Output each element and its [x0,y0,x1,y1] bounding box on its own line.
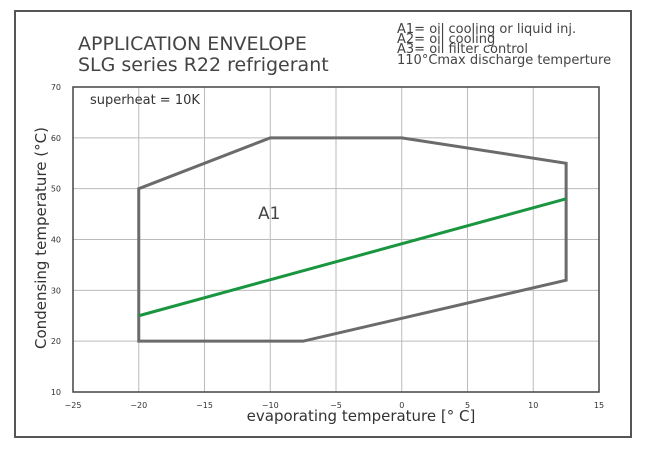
grid [72,86,600,393]
x-tick-label: 15 [594,401,604,410]
x-tick-label: −10 [262,401,279,410]
y-axis-title: Condensing temperature (°C) [32,127,50,349]
chart-frame [14,10,632,438]
series-layer [138,197,567,318]
legend-entry: 110°Cmax discharge temperture [397,53,611,68]
x-tick-label: −25 [65,401,82,410]
x-tick-label: 0 [399,401,404,410]
y-tick-label: 50 [51,185,61,194]
y-tick-label: 10 [51,388,61,397]
legend-entry: A1= oil cooling or liquid inj. [397,22,576,37]
x-tick-label: −15 [196,401,213,410]
series-line [138,197,567,318]
plot-border [72,86,600,393]
y-tick-label: 30 [51,286,61,295]
superheat-annotation: superheat = 10K [90,93,200,108]
x-tick-labels: −25 −20 −15 −10 −5 0 5 10 15 [65,401,605,410]
y-tick-label: 60 [51,134,61,143]
x-tick-label: 10 [528,401,538,410]
legend-entry: A2= oil cooling [397,32,495,47]
legend-entry: A3= oil filter control [397,42,528,57]
y-tick-labels: 10 20 30 40 50 60 70 [51,83,61,397]
x-axis-title: evaporating temperature [° C] [247,407,476,425]
y-tick-label: 20 [51,337,61,346]
x-tick-label: −5 [330,401,342,410]
y-tick-label: 40 [51,236,61,245]
x-tick-label: 5 [465,401,470,410]
envelope-layer [137,136,568,343]
x-tick-label: −20 [130,401,147,410]
chart-subtitle: SLG series R22 refrigerant [78,54,329,76]
y-tick-label: 70 [51,83,61,92]
chart-title: APPLICATION ENVELOPE [78,33,307,55]
region-label-a1: A1 [258,204,280,224]
envelope-polygon [137,136,568,343]
